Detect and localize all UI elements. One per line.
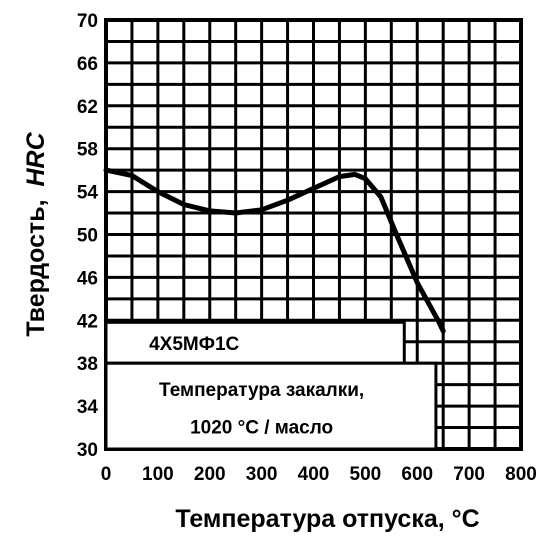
x-tick-label: 800 [505,464,537,485]
x-tick-label: 500 [350,464,382,485]
steel-grade-box [104,320,406,365]
y-tick-label: 50 [77,226,98,247]
x-tick-label: 0 [101,464,112,485]
x-tick-label: 700 [453,464,485,485]
hardening-temperature-label: Температура закалки, [159,380,364,401]
y-axis-title: Твердость, HRC [22,131,50,336]
y-tick-label: 70 [77,11,98,32]
y-tick-label: 46 [77,268,98,289]
y-tick-label: 62 [77,97,98,118]
x-tick-label: 300 [246,464,278,485]
y-tick-label: 54 [77,183,99,204]
y-tick-label: 58 [77,140,98,161]
x-tick-label: 200 [194,464,226,485]
y-tick-labels: 30 34 38 42 46 50 54 58 62 66 70 [77,11,99,461]
y-tick-label: 66 [77,54,98,75]
x-tick-label: 100 [142,464,174,485]
hardening-box [104,361,438,451]
x-axis-title: Температура отпуска, °C [175,505,479,533]
y-tick-label: 42 [77,311,98,332]
hardness-curve [103,167,446,334]
hardening-medium-label: 1020 °С / масло [190,418,333,439]
y-axis-title-text: Твердость, [22,199,50,336]
y-tick-label: 38 [77,354,98,375]
y-axis-title-unit: HRC [22,131,50,186]
x-tick-label: 400 [298,464,330,485]
steel-grade-label: 4Х5МФ1С [149,334,239,355]
y-tick-label: 30 [77,440,98,461]
x-tick-labels: 0 100 200 300 400 500 600 700 800 [101,464,537,485]
x-tick-label: 600 [401,464,433,485]
y-tick-label: 34 [77,397,99,418]
